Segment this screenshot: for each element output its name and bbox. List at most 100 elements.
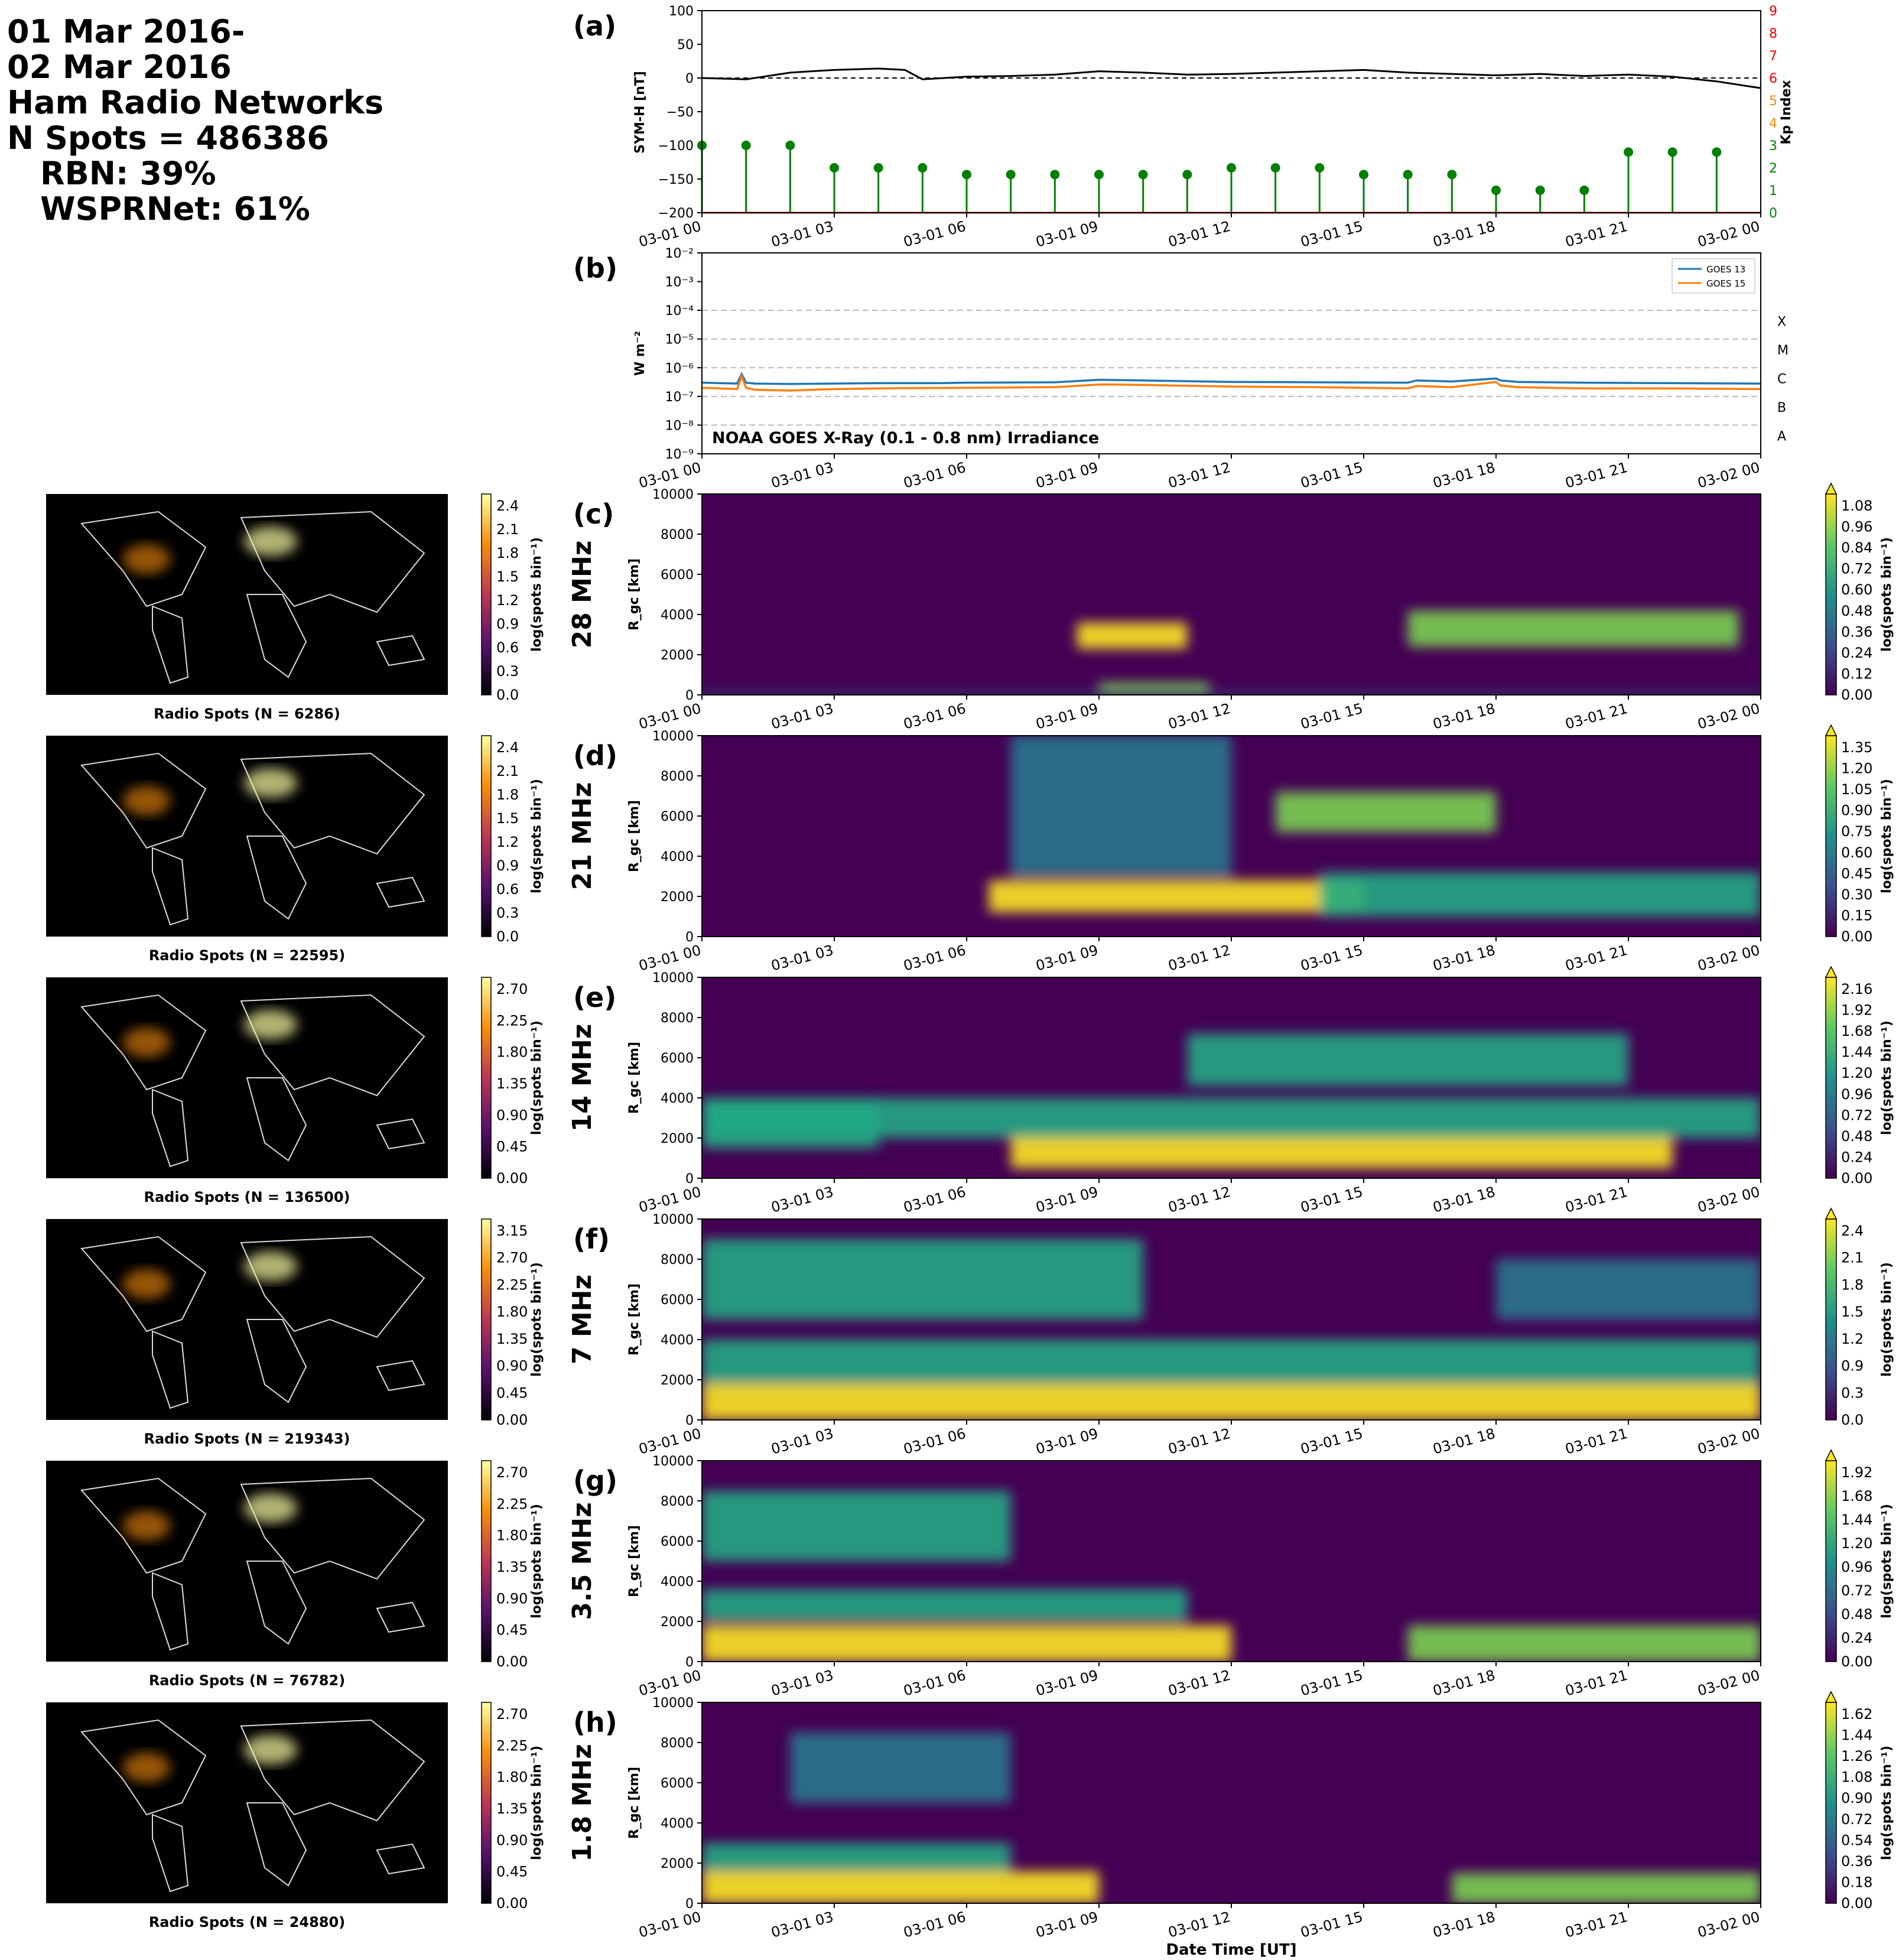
colorbar-tick-label: 1.2 (1841, 1331, 1864, 1347)
continent-outline (376, 1601, 425, 1633)
colorbar-tick-label: 0.96 (1841, 1559, 1872, 1575)
colorbar-tick-label: 0.60 (1841, 844, 1872, 861)
a-kp-point (1182, 170, 1192, 180)
b-series-1 (701, 373, 1761, 392)
colorbar-tick-label: 0.90 (1841, 1790, 1872, 1806)
heatmap-ytick-label: 8000 (661, 1253, 694, 1267)
map-colorbar-tick-label: 0.9 (496, 857, 519, 874)
spot-density-americas (123, 1753, 170, 1782)
colorbar-tick-label: 0.00 (1841, 1895, 1872, 1912)
b-xaxis-tick-label: 03-02 00 (1696, 459, 1761, 492)
band-label: 28 MHz (567, 541, 597, 649)
heatmap-xaxis-tick-label: 03-02 00 (1696, 1667, 1761, 1699)
colorbar-tick-label: 1.35 (1841, 739, 1872, 756)
header-source: Ham Radio Networks (7, 84, 384, 121)
heatmap-xaxis-tick-label: 03-01 18 (1431, 700, 1497, 733)
a-xaxis-tick-label: 03-02 00 (1696, 218, 1761, 251)
a-kp-point (1447, 170, 1457, 180)
map-colorbar-tick-label: 0.3 (496, 663, 519, 680)
heatmap-region (702, 1340, 1761, 1384)
colorbar-tick-label: 1.08 (1841, 1769, 1872, 1786)
a-xaxis-tick-label: 03-01 06 (902, 218, 967, 251)
heatmap-ytick-label: 8000 (661, 1011, 694, 1026)
heatmap-colorbar (1825, 977, 1837, 1179)
map-colorbar-label: log(spots bin⁻¹) (529, 779, 544, 893)
map-title: Radio Spots (N = 76782) (149, 1672, 345, 1689)
heatmap-xaxis-tick-label: 03-01 09 (1034, 1909, 1100, 1941)
a-kp-point (1491, 186, 1501, 195)
spot-density-europe (244, 1010, 297, 1039)
a-kp-tick-label: 2 (1769, 161, 1777, 176)
heatmap-ylabel: R_gc [km] (627, 1767, 642, 1839)
b-ytick-label: 10⁻⁵ (665, 333, 694, 347)
a-kp-point (1579, 186, 1589, 195)
colorbar-tick-label: 0.96 (1841, 519, 1872, 535)
heatmap-xaxis-tick-label: 03-01 09 (1034, 700, 1100, 733)
colorbar-tick-label: 0.96 (1841, 1086, 1872, 1103)
heatmap-xaxis-tick-label: 03-01 21 (1563, 942, 1629, 974)
map-colorbar (481, 1218, 492, 1421)
continent-outline (376, 635, 425, 667)
colorbar-tick-label: 0.00 (1841, 687, 1872, 703)
colorbar-tick-label: 0.24 (1841, 645, 1872, 661)
figure-header: 01 Mar 2016- 02 Mar 2016 Ham Radio Netwo… (7, 14, 383, 227)
heatmap-ylabel: R_gc [km] (627, 800, 642, 872)
a-kp-tick-label: 7 (1769, 49, 1777, 64)
heatmap-xaxis-tick-label: 03-01 00 (637, 1425, 703, 1458)
colorbar-tick-label: 0.24 (1841, 1630, 1872, 1646)
continent-outline (240, 1719, 425, 1822)
heatmap-ytick-label: 10000 (652, 1696, 694, 1711)
continent-outline (152, 1813, 189, 1893)
b-class-label: X (1777, 314, 1786, 329)
spot-density-americas (123, 786, 170, 815)
map-colorbar-tick-label: 2.1 (496, 763, 519, 779)
a-kp-point (962, 170, 971, 180)
panel-label: (h) (573, 1707, 617, 1738)
map-colorbar-tick-label: 1.80 (496, 1527, 528, 1544)
map-colorbar-tick-label: 0.0 (496, 928, 519, 945)
spot-density-europe (244, 1493, 297, 1523)
heatmap-region (702, 1491, 1011, 1561)
colorbar-tick-label: 0.72 (1841, 561, 1872, 577)
x-axis-label: Date Time [UT] (1166, 1941, 1296, 1959)
continent-outline (376, 1118, 425, 1150)
colorbar-tick-label: 2.16 (1841, 981, 1872, 997)
heatmap-xaxis-tick-label: 03-02 00 (1696, 1184, 1761, 1216)
colorbar-tick-label: 0.48 (1841, 1128, 1872, 1145)
header-date-start: 01 Mar 2016- (7, 13, 245, 50)
heatmap-ytick-label: 4000 (661, 1333, 694, 1348)
a-xaxis-tick-label: 03-01 12 (1166, 218, 1232, 251)
heatmap-xaxis-tick-label: 03-01 00 (637, 942, 703, 974)
heatmap-region (702, 1383, 1761, 1420)
map-title: Radio Spots (N = 219343) (144, 1431, 350, 1447)
heatmap-xaxis-tick-label: 03-01 06 (902, 700, 967, 733)
colorbar-tick-label: 0.00 (1841, 1170, 1872, 1187)
map-colorbar-tick-label: 2.70 (496, 981, 528, 997)
map-colorbar-tick-label: 1.8 (496, 545, 519, 561)
colorbar-extend-arrow (1825, 724, 1838, 736)
b-series-0 (701, 372, 1761, 385)
a-kp-tick-label: 4 (1769, 116, 1777, 131)
map-colorbar (481, 1702, 492, 1904)
continent-outline (246, 836, 307, 920)
colorbar-tick-label: 1.05 (1841, 781, 1872, 798)
continent-outline (240, 994, 425, 1097)
b-xaxis-tick-label: 03-01 21 (1563, 459, 1629, 492)
continent-outline (152, 1330, 189, 1409)
map-colorbar-label: log(spots bin⁻¹) (529, 1504, 544, 1618)
map-colorbar (481, 735, 492, 937)
continent-outline (240, 1477, 425, 1580)
a-kp-tick-label: 1 (1769, 184, 1777, 199)
a-kp-point (1050, 170, 1060, 180)
heatmap-panel-14-MHz (46, 977, 1761, 1178)
continent-outline (80, 1477, 207, 1574)
colorbar-tick-label: 1.44 (1841, 1512, 1872, 1528)
spot-density-europe (244, 1735, 297, 1764)
heatmap-cells (702, 610, 1761, 695)
heatmap-xaxis-tick-label: 03-01 06 (902, 1909, 967, 1941)
heatmap-xaxis-tick-label: 03-01 21 (1563, 1184, 1629, 1216)
heatmap-cells (702, 1733, 1761, 1903)
heatmap-region (1275, 792, 1496, 833)
map-colorbar-tick-label: 1.5 (496, 568, 519, 585)
